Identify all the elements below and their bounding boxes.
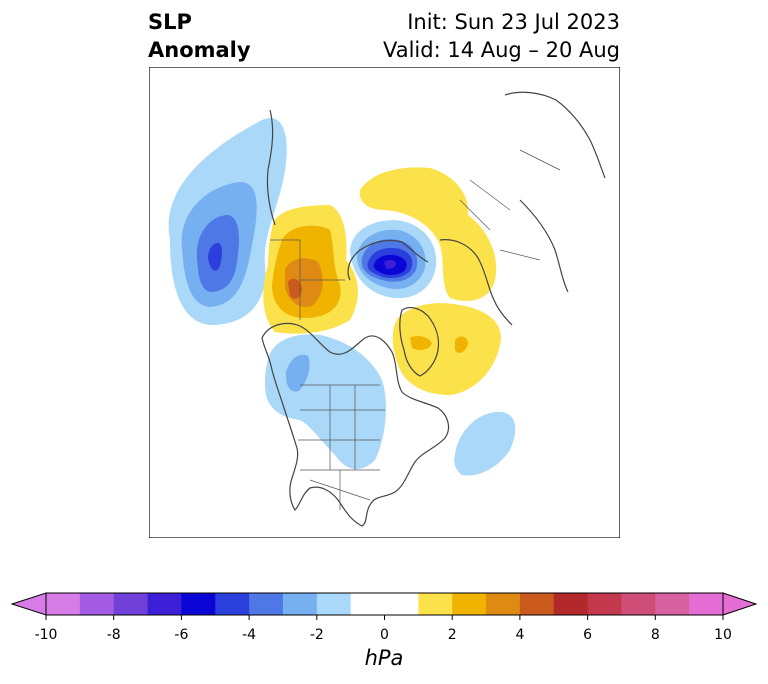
colorbar-segment <box>452 593 487 615</box>
colorbar-segment <box>621 593 656 615</box>
colorbar-tick-label: -6 <box>174 627 188 643</box>
colorbar-segment <box>113 593 149 615</box>
us-state-borders <box>298 384 385 470</box>
colorbar-segment <box>316 593 352 615</box>
anomaly-namerica-low <box>264 334 386 470</box>
colorbar-segment <box>384 593 419 615</box>
alaska-coast <box>266 109 276 226</box>
title-variable: SLP <box>148 10 192 34</box>
colorbar-tick-label: 4 <box>515 627 524 643</box>
colorbar-max-extension <box>722 592 758 616</box>
anomaly-atlantic-low <box>454 411 516 476</box>
colorbar-segment <box>350 593 385 615</box>
greenland-coast <box>399 306 440 377</box>
colorbar-segment <box>689 593 724 615</box>
colorbar-tick-label: -8 <box>107 627 121 643</box>
anomaly-greenland-high <box>392 303 501 395</box>
north-america-coast <box>261 322 450 527</box>
colorbar-tick-label: 10 <box>714 627 732 643</box>
anomaly-pacific-low <box>168 118 287 325</box>
colorbar-unit: hPa <box>364 646 404 670</box>
colorbar-tick-label: -4 <box>242 627 256 643</box>
map-panel <box>149 67 620 538</box>
init-date: Init: Sun 23 Jul 2023 <box>407 10 620 34</box>
east-asia-coast <box>519 199 569 293</box>
us-state-borders-south <box>300 469 380 510</box>
colorbar-tick-label: 2 <box>448 627 457 643</box>
anomaly-eurasia-high <box>359 167 497 301</box>
anomaly-arctic-low <box>350 220 437 299</box>
colorbar-segment <box>79 593 115 615</box>
colorbar: -10 -8 -6 -4 -2 0 2 4 6 8 10 <box>10 592 758 643</box>
title-field: Anomaly <box>148 38 251 62</box>
colorbar-segment <box>587 593 622 615</box>
colorbar-tick-label: 0 <box>380 627 389 643</box>
colorbar-segment <box>46 593 81 615</box>
colorbar-segment <box>553 593 589 615</box>
anomaly-canada-high <box>263 205 358 334</box>
colorbar-segment <box>418 593 453 615</box>
colorbar-segment <box>519 593 555 615</box>
eurasia-borders <box>459 149 561 261</box>
colorbar-tick-label: -10 <box>35 627 58 643</box>
colorbar-segment <box>282 593 318 615</box>
valid-period: Valid: 14 Aug – 20 Aug <box>382 38 620 62</box>
coastlines <box>261 91 606 527</box>
canada-borders <box>270 239 345 320</box>
colorbar-segment <box>215 593 250 615</box>
colorbar-tick-label: -2 <box>310 627 324 643</box>
borders <box>270 149 561 510</box>
colorbar-min-extension <box>10 592 47 616</box>
colorbar-segment <box>486 593 521 615</box>
colorbar-segment <box>655 593 690 615</box>
scandinavia-coast <box>439 239 513 326</box>
map-title-right: Init: Sun 23 Jul 2023 Valid: 14 Aug – 20… <box>383 8 620 64</box>
colorbar-tick-label: 6 <box>583 627 592 643</box>
colorbar-segment <box>147 593 182 615</box>
colorbar-segment <box>249 593 284 615</box>
colorbar-tick-label: 8 <box>651 627 660 643</box>
map-title-left: SLP Anomaly <box>148 8 251 64</box>
colorbar-segment <box>181 593 216 615</box>
arctic-islands-coast <box>347 239 429 281</box>
asia-coast <box>504 91 606 179</box>
